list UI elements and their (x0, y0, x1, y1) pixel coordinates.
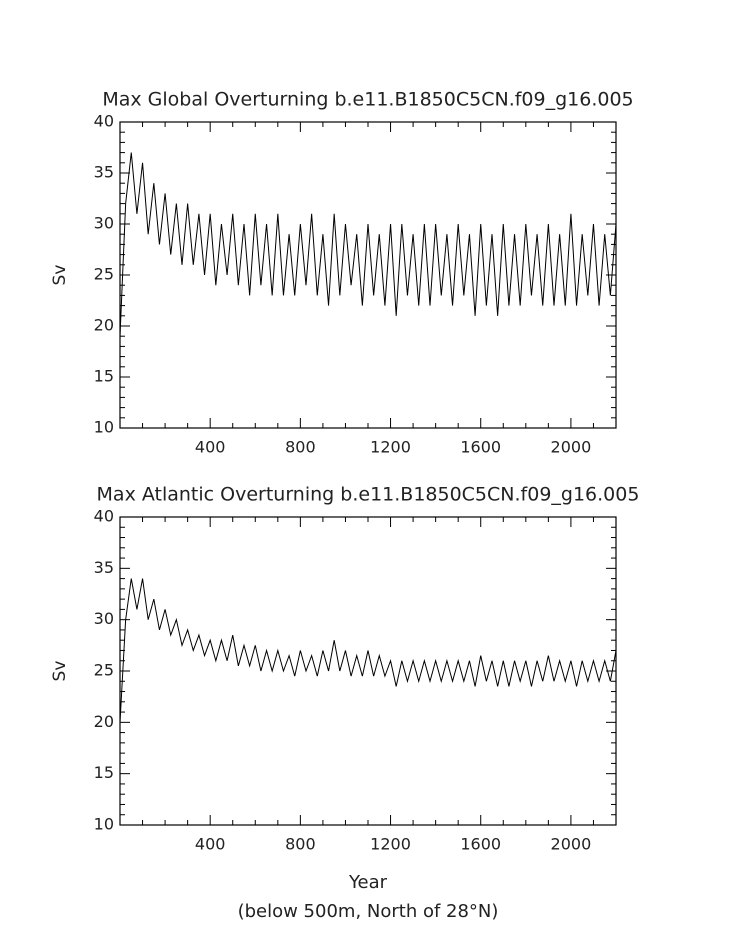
y-axis-label: Sv (50, 265, 70, 286)
x-axis-label: Year (348, 872, 388, 893)
y-tick-label: 40 (94, 507, 114, 526)
x-tick-label: 1600 (460, 835, 501, 854)
y-tick-label: 10 (94, 418, 114, 437)
chart-title: Max Global Overturning b.e11.B1850C5CN.f… (102, 89, 633, 111)
y-axis-label: Sv (50, 661, 70, 682)
x-tick-label: 800 (285, 835, 316, 854)
y-tick-label: 35 (94, 558, 114, 577)
y-tick-label: 10 (94, 815, 114, 834)
footnote: (below 500m, North of 28°N) (238, 901, 499, 922)
x-tick-label: 2000 (551, 835, 592, 854)
x-tick-label: 1200 (370, 438, 411, 457)
plot-frame (119, 121, 617, 429)
y-tick-label: 20 (94, 712, 114, 731)
chart-title: Max Atlantic Overturning b.e11.B1850C5CN… (97, 484, 640, 506)
plot-frame (119, 516, 617, 826)
data-line (119, 152, 617, 337)
data-line (119, 578, 617, 723)
x-tick-label: 1600 (460, 438, 501, 457)
x-tick-label: 400 (195, 438, 226, 457)
y-tick-label: 40 (94, 112, 114, 131)
y-tick-label: 25 (94, 265, 114, 284)
y-tick-label: 35 (94, 163, 114, 182)
x-tick-label: 1200 (370, 835, 411, 854)
x-tick-label: 400 (195, 835, 226, 854)
y-tick-label: 30 (94, 214, 114, 233)
x-tick-label: 800 (285, 438, 316, 457)
y-tick-label: 15 (94, 367, 114, 386)
y-tick-label: 15 (94, 763, 114, 782)
x-tick-label: 2000 (551, 438, 592, 457)
y-tick-label: 20 (94, 316, 114, 335)
y-tick-label: 25 (94, 661, 114, 680)
y-tick-label: 30 (94, 609, 114, 628)
